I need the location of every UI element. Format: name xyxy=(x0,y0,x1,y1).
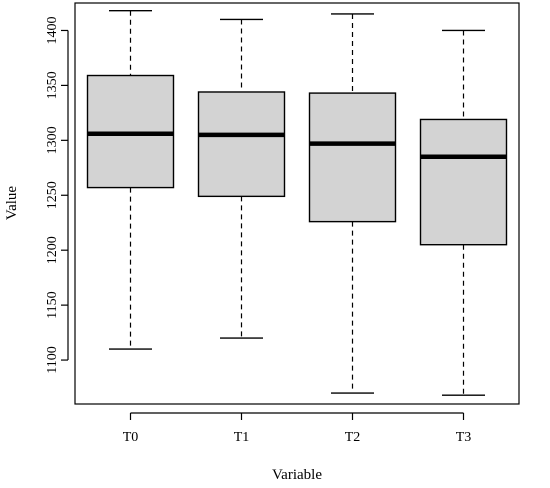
box-group-t1 xyxy=(197,18,286,339)
x-axis-title: Variable xyxy=(272,467,322,483)
plot-frame xyxy=(74,2,520,405)
box-group-t0 xyxy=(86,9,175,350)
iqr-box xyxy=(419,118,508,246)
y-tick-label: 1250 xyxy=(45,181,60,209)
iqr-box xyxy=(308,92,397,223)
x-tick-label: T0 xyxy=(123,430,139,445)
box-group-t3 xyxy=(419,29,508,396)
y-tick-label: 1100 xyxy=(45,346,60,373)
box-group-t2 xyxy=(308,13,397,394)
y-tick-label: 1200 xyxy=(45,236,60,264)
x-tick-label: T1 xyxy=(234,430,250,445)
y-axis: 1100 1150 1200 1250 1300 1350 1400 xyxy=(45,16,69,374)
y-axis-title: Value xyxy=(4,186,20,220)
x-tick-label: T2 xyxy=(345,430,361,445)
iqr-box xyxy=(197,91,286,198)
x-tick-label: T3 xyxy=(456,430,472,445)
x-axis: T0 T1 T2 T3 xyxy=(123,412,472,445)
y-tick-label: 1350 xyxy=(45,71,60,99)
boxes-layer xyxy=(86,9,508,396)
y-tick-label: 1400 xyxy=(45,16,60,44)
y-tick-label: 1150 xyxy=(45,291,60,318)
y-tick-label: 1300 xyxy=(45,126,60,154)
